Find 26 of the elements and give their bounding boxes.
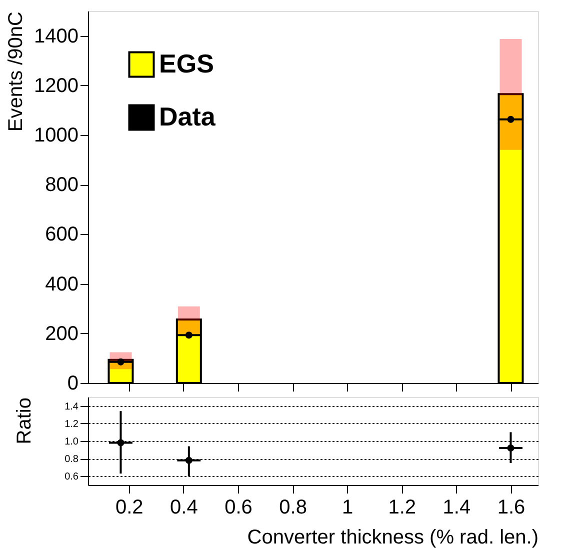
y-tick-label: 1200 <box>34 74 78 97</box>
y-tick-label: 600 <box>45 224 78 246</box>
x-tick-label: 0.6 <box>224 496 252 518</box>
y-tick-label: 1.0 <box>64 436 79 448</box>
legend-label: Data <box>159 102 216 132</box>
y-axis-title: Events /90nC <box>5 12 28 132</box>
x-tick-label: 0.2 <box>116 496 144 518</box>
legend-label: EGS <box>159 48 214 78</box>
y-tick-label: 0.8 <box>64 454 79 466</box>
y-tick-label: 1000 <box>34 124 78 146</box>
x-axis-title: Converter thickness (% rad. len.) <box>247 526 538 548</box>
y-tick-label: 1.2 <box>64 418 79 430</box>
y-tick-label: 800 <box>45 174 78 196</box>
y-tick-label: 400 <box>45 273 78 296</box>
x-tick-label: 1.4 <box>442 496 471 518</box>
x-tick-label: 0.8 <box>279 496 307 518</box>
x-tick-label: 0.4 <box>170 496 198 518</box>
x-tick-label: 1.2 <box>388 496 416 518</box>
x-tick-label: 1.6 <box>497 496 526 518</box>
x-tick-label: 1 <box>342 496 354 518</box>
y-axis-title: Ratio <box>14 398 36 444</box>
y-tick-label: 0 <box>67 372 78 394</box>
y-tick-label: 0.6 <box>64 472 79 483</box>
y-tick-label: 1.4 <box>64 401 79 412</box>
y-tick-label: 1400 <box>34 25 78 48</box>
y-tick-label: 200 <box>45 322 78 345</box>
